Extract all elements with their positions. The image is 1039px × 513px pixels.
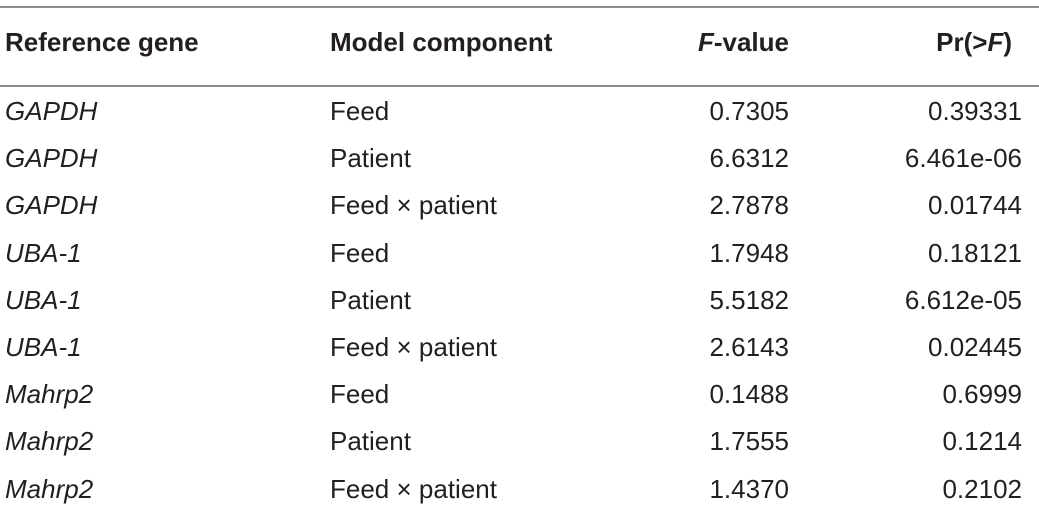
- cell-f-value: 6.6312: [709, 143, 789, 174]
- cell-pr-f: 0.6999: [942, 379, 1022, 410]
- cell-model-component: Feed: [330, 96, 390, 126]
- cell-reference-gene: Mahrp2: [5, 473, 94, 504]
- cell-reference-gene: GAPDH: [5, 96, 98, 126]
- cell-pr-f: 0.2102: [942, 473, 1022, 504]
- cell-pr-f: 6.461e-06: [904, 143, 1022, 174]
- cell-f-value: 2.7878: [709, 190, 789, 221]
- header-f-value: F-value: [698, 19, 789, 66]
- cell-model-component: Feed: [330, 237, 390, 268]
- table-row: GAPDH Feed × patient 2.7878 0.01744: [0, 182, 1039, 229]
- table-row: Mahrp2 Patient 1.7555 0.1214: [0, 418, 1039, 465]
- cell-reference-gene: UBA-1: [5, 332, 82, 362]
- cell-f-value: 0.1488: [709, 379, 789, 410]
- header-f-symbol: F: [697, 27, 714, 57]
- cell-model-component: Patient: [330, 143, 411, 174]
- header-f-value-suffix: -value: [713, 27, 789, 57]
- table-header-row: Reference gene Model component F-value P…: [0, 19, 1039, 66]
- table-row: GAPDH Patient 6.6312 6.461e-06: [0, 135, 1039, 182]
- cell-f-value: 5.5182: [709, 284, 789, 315]
- cell-f-value: 2.6143: [709, 332, 789, 362]
- cell-reference-gene: Mahrp2: [5, 379, 94, 410]
- header-pr-suffix: ): [1003, 27, 1012, 57]
- table-row: Mahrp2 Feed 0.1488 0.6999: [0, 371, 1039, 418]
- cell-reference-gene: UBA-1: [5, 284, 82, 315]
- header-reference-gene: Reference gene: [5, 27, 199, 57]
- cell-model-component: Feed × patient: [330, 473, 497, 504]
- cell-model-component: Feed × patient: [330, 190, 497, 221]
- header-model-component: Model component: [330, 27, 553, 57]
- header-rule: [0, 85, 1039, 87]
- table-row: UBA-1 Feed 1.7948 0.18121: [0, 230, 1039, 277]
- cell-f-value: 1.4370: [709, 473, 789, 504]
- cell-model-component: Patient: [330, 284, 411, 315]
- table-row: GAPDH Feed 0.7305 0.39331: [0, 88, 1039, 135]
- cell-pr-f: 0.01744: [928, 190, 1022, 221]
- cell-f-value: 1.7948: [709, 237, 789, 268]
- cell-model-component: Feed × patient: [330, 332, 497, 362]
- header-pr-f-symbol: F: [987, 27, 1004, 57]
- cell-pr-f: 6.612e-05: [904, 284, 1022, 315]
- header-pr-f: Pr(>F): [936, 19, 1012, 66]
- cell-pr-f: 0.39331: [928, 96, 1022, 126]
- top-rule: [0, 6, 1039, 8]
- header-pr-prefix: Pr(>: [936, 27, 988, 57]
- cell-pr-f: 0.18121: [928, 237, 1022, 268]
- cell-reference-gene: GAPDH: [5, 143, 98, 174]
- cell-pr-f: 0.1214: [942, 426, 1022, 457]
- cell-reference-gene: UBA-1: [5, 237, 82, 268]
- table-row: UBA-1 Patient 5.5182 6.612e-05: [0, 277, 1039, 324]
- cell-reference-gene: Mahrp2: [5, 426, 94, 457]
- cell-model-component: Feed: [330, 379, 390, 410]
- cell-model-component: Patient: [330, 426, 411, 457]
- cell-f-value: 1.7555: [709, 426, 789, 457]
- cell-f-value: 0.7305: [709, 96, 789, 126]
- cell-pr-f: 0.02445: [928, 332, 1022, 362]
- table-row: UBA-1 Feed × patient 2.6143 0.02445: [0, 324, 1039, 371]
- table-row: Mahrp2 Feed × patient 1.4370 0.2102: [0, 466, 1039, 513]
- cell-reference-gene: GAPDH: [5, 190, 98, 221]
